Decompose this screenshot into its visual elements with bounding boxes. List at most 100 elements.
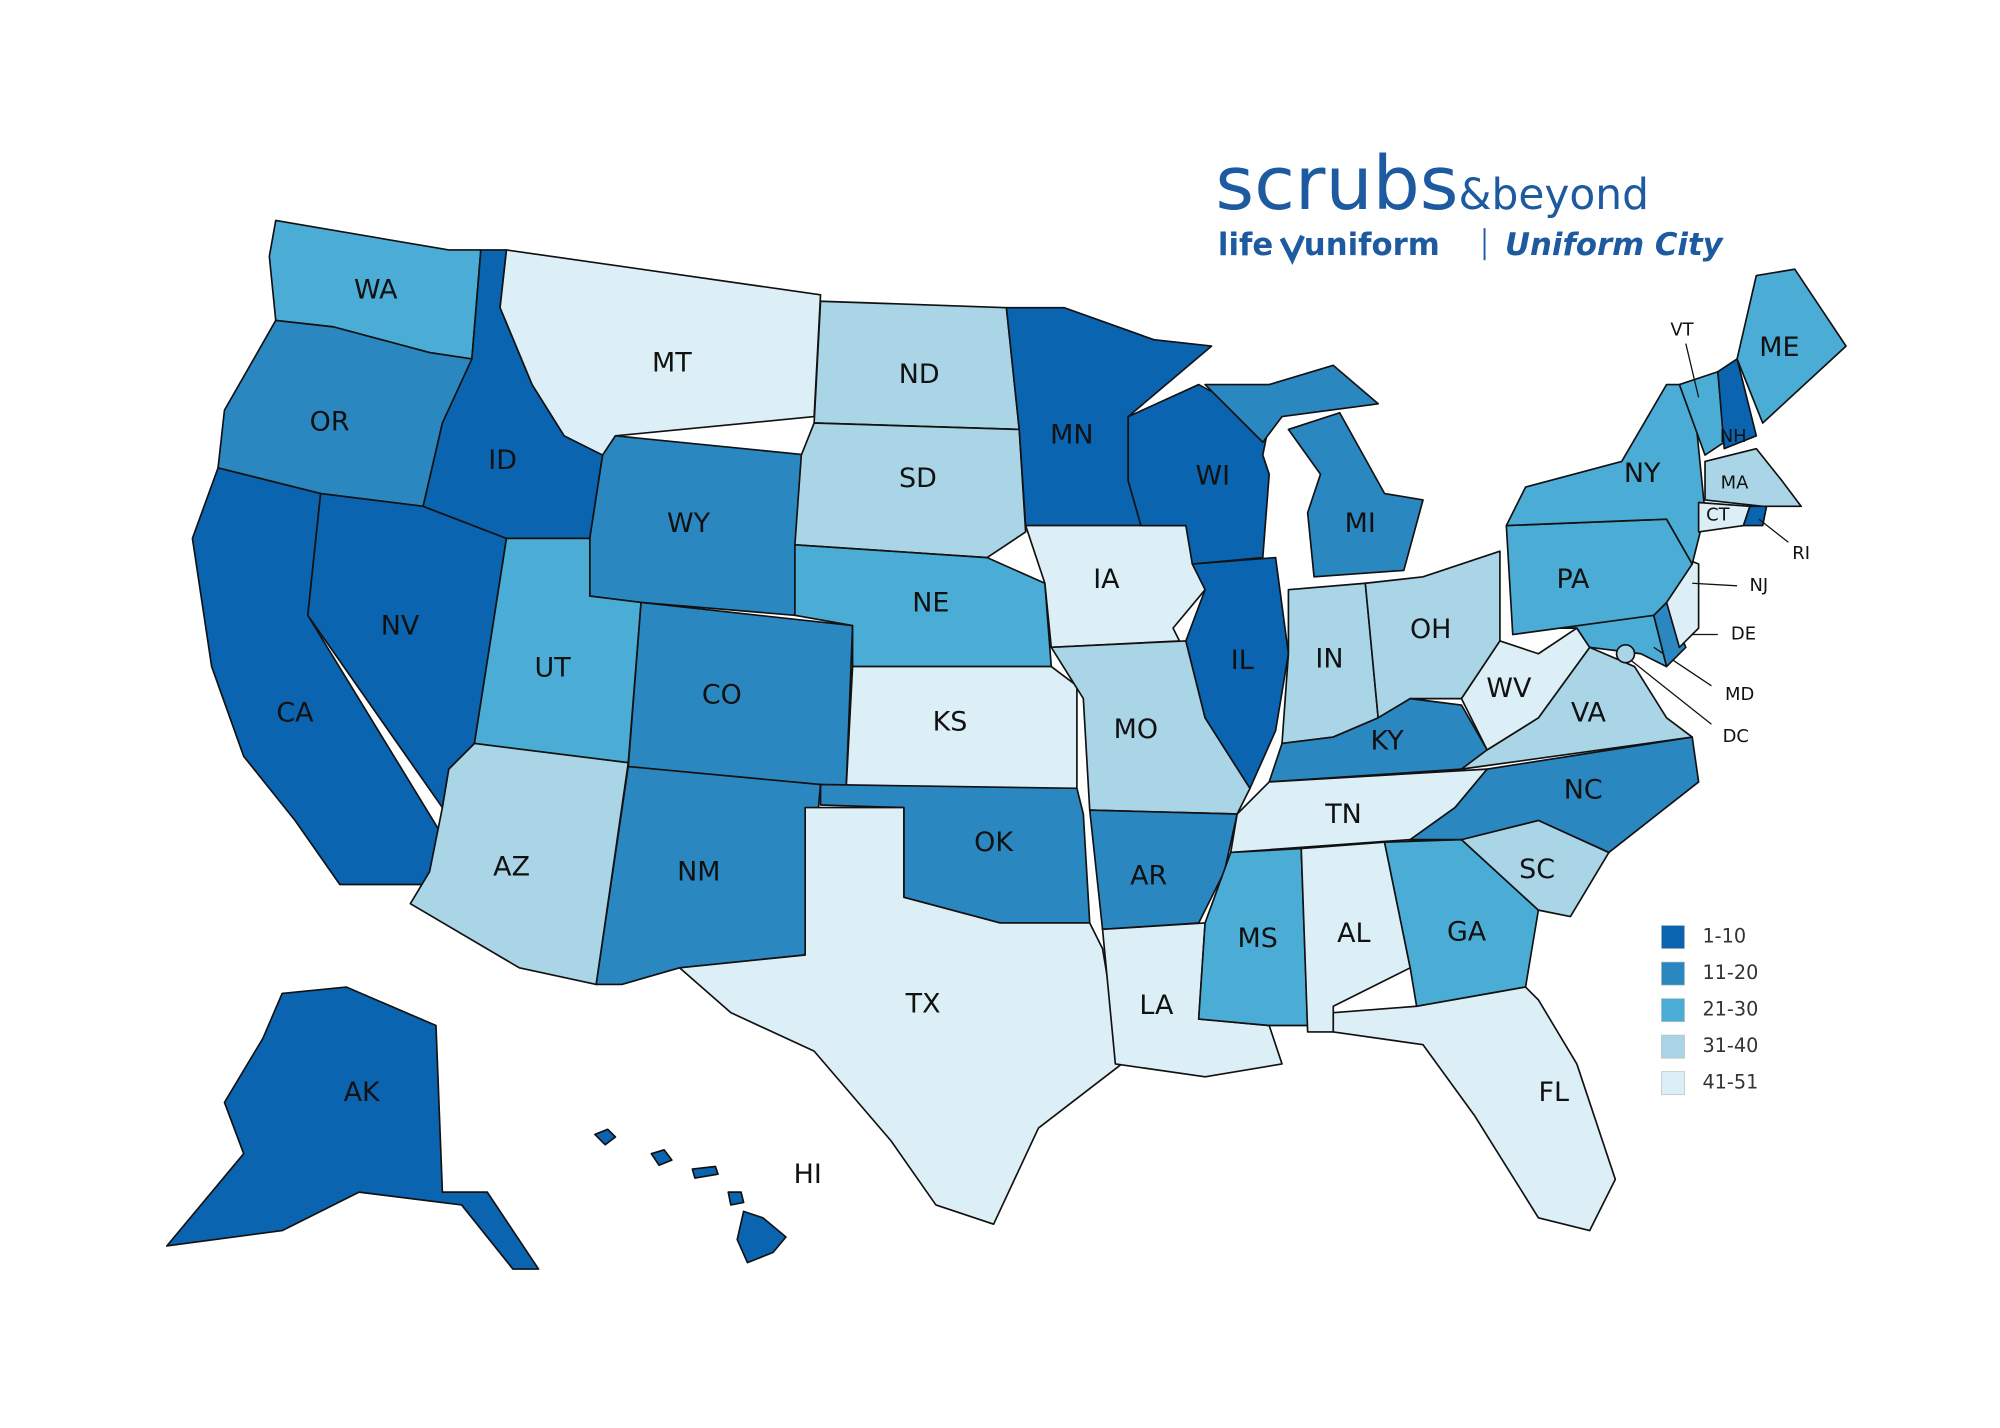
leader-line bbox=[1685, 343, 1700, 398]
state: ME bbox=[1736, 268, 1847, 424]
sub-left-a: life bbox=[1218, 227, 1273, 263]
state-shape bbox=[1088, 809, 1238, 931]
legend-swatch bbox=[1661, 1034, 1685, 1059]
legend-swatch bbox=[1661, 961, 1685, 986]
state-label: AL bbox=[1337, 918, 1370, 949]
state-label: GA bbox=[1447, 917, 1487, 948]
state-shape bbox=[1204, 364, 1424, 578]
state-label: MI bbox=[1345, 508, 1376, 539]
state: TX bbox=[678, 806, 1123, 1226]
state-label: OR bbox=[310, 407, 350, 438]
leader-line bbox=[1630, 659, 1712, 725]
state-shape bbox=[845, 665, 1078, 790]
state-label: SD bbox=[899, 463, 937, 494]
state-label: NE bbox=[912, 587, 949, 618]
state-label: NV bbox=[381, 610, 420, 641]
state-shape bbox=[1409, 736, 1700, 854]
state: MO bbox=[1050, 640, 1251, 815]
state-label: TN bbox=[1324, 799, 1362, 830]
state: CO bbox=[627, 601, 854, 790]
state-label: OH bbox=[1410, 614, 1451, 645]
state-label: ME bbox=[1759, 332, 1799, 363]
state-shape bbox=[1736, 268, 1847, 424]
state-label: OK bbox=[974, 827, 1014, 858]
state-shape bbox=[1332, 986, 1617, 1232]
state-label: MA bbox=[1721, 472, 1749, 493]
state-label: ID bbox=[488, 445, 517, 476]
state-label: TX bbox=[905, 988, 941, 1019]
state-label: AR bbox=[1130, 860, 1167, 891]
state: AK bbox=[165, 986, 540, 1270]
state-label: PA bbox=[1557, 564, 1591, 595]
state: NC bbox=[1409, 736, 1700, 854]
legend-label: 41-51 bbox=[1702, 1071, 1758, 1094]
state: AL bbox=[1300, 841, 1412, 1033]
state: KS bbox=[845, 665, 1078, 790]
legend-label: 21-30 bbox=[1702, 998, 1758, 1021]
state: MS bbox=[1197, 847, 1309, 1027]
state: NM bbox=[595, 765, 822, 986]
state-label: WA bbox=[354, 274, 398, 305]
state-label: NM bbox=[677, 856, 720, 887]
state: RI bbox=[1742, 505, 1810, 564]
state: NY bbox=[1505, 383, 1706, 565]
state-label: LA bbox=[1139, 990, 1174, 1021]
state-label: NH bbox=[1720, 426, 1747, 447]
state-shape bbox=[1185, 556, 1290, 790]
legend-swatch bbox=[1661, 925, 1685, 949]
state-shape bbox=[678, 806, 1123, 1226]
state: MI bbox=[1204, 364, 1424, 578]
state-label: WV bbox=[1486, 673, 1532, 704]
state-label: CT bbox=[1706, 504, 1731, 525]
state: IA bbox=[1024, 524, 1206, 649]
state-label: KS bbox=[933, 706, 968, 737]
legend-swatch bbox=[1661, 998, 1685, 1022]
state: FL bbox=[1332, 986, 1617, 1232]
brand-suffix: &beyond bbox=[1459, 170, 1649, 219]
state-shape bbox=[165, 986, 540, 1270]
state: OR bbox=[217, 319, 473, 508]
state-label: DC bbox=[1723, 726, 1749, 747]
logo-brand: scrubs&beyond bbox=[1215, 140, 1649, 227]
state-label: UT bbox=[535, 653, 572, 684]
state: NH bbox=[1717, 358, 1758, 450]
state-shape bbox=[1615, 643, 1636, 664]
state: MA bbox=[1704, 447, 1803, 508]
state: ND bbox=[813, 300, 1021, 431]
state: OH bbox=[1364, 550, 1501, 719]
state: HI bbox=[594, 1128, 822, 1264]
sub-left-b: uniform bbox=[1304, 227, 1440, 263]
state-shape bbox=[594, 1128, 787, 1264]
state-label: NJ bbox=[1750, 575, 1769, 596]
state: DC bbox=[1615, 643, 1749, 747]
state-label: VT bbox=[1670, 320, 1694, 341]
logo-mark bbox=[1279, 234, 1305, 265]
state-shape bbox=[1704, 447, 1803, 508]
state-label: IL bbox=[1231, 645, 1254, 676]
state-label: RI bbox=[1792, 543, 1810, 564]
state: TN bbox=[1229, 768, 1488, 854]
legend: 1-10 11-20 21-30 31-40 41-51 bbox=[1661, 925, 1758, 1096]
sub-right: Uniform City bbox=[1505, 227, 1725, 263]
state-label: AZ bbox=[493, 851, 530, 882]
state-label: DE bbox=[1731, 624, 1756, 645]
state: WY bbox=[588, 435, 809, 617]
state-label: WI bbox=[1196, 460, 1231, 491]
state-label: MS bbox=[1238, 923, 1278, 954]
state: MN bbox=[1005, 306, 1213, 527]
leader-line bbox=[1758, 518, 1789, 543]
state-shape bbox=[1717, 358, 1758, 450]
legend-label: 11-20 bbox=[1702, 961, 1758, 984]
state-label: MO bbox=[1114, 714, 1158, 745]
state: PA bbox=[1505, 518, 1694, 636]
state-label: FL bbox=[1539, 1077, 1569, 1108]
state-label: MN bbox=[1050, 419, 1093, 450]
logo: scrubs&beyond life uniform Uniform City bbox=[1215, 140, 1725, 265]
legend-label: 31-40 bbox=[1702, 1034, 1758, 1057]
state-label: AK bbox=[344, 1077, 381, 1108]
state-label: HI bbox=[794, 1159, 822, 1190]
state: WI bbox=[1127, 383, 1271, 565]
state-label: VA bbox=[1571, 697, 1607, 728]
state: OK bbox=[819, 783, 1091, 924]
